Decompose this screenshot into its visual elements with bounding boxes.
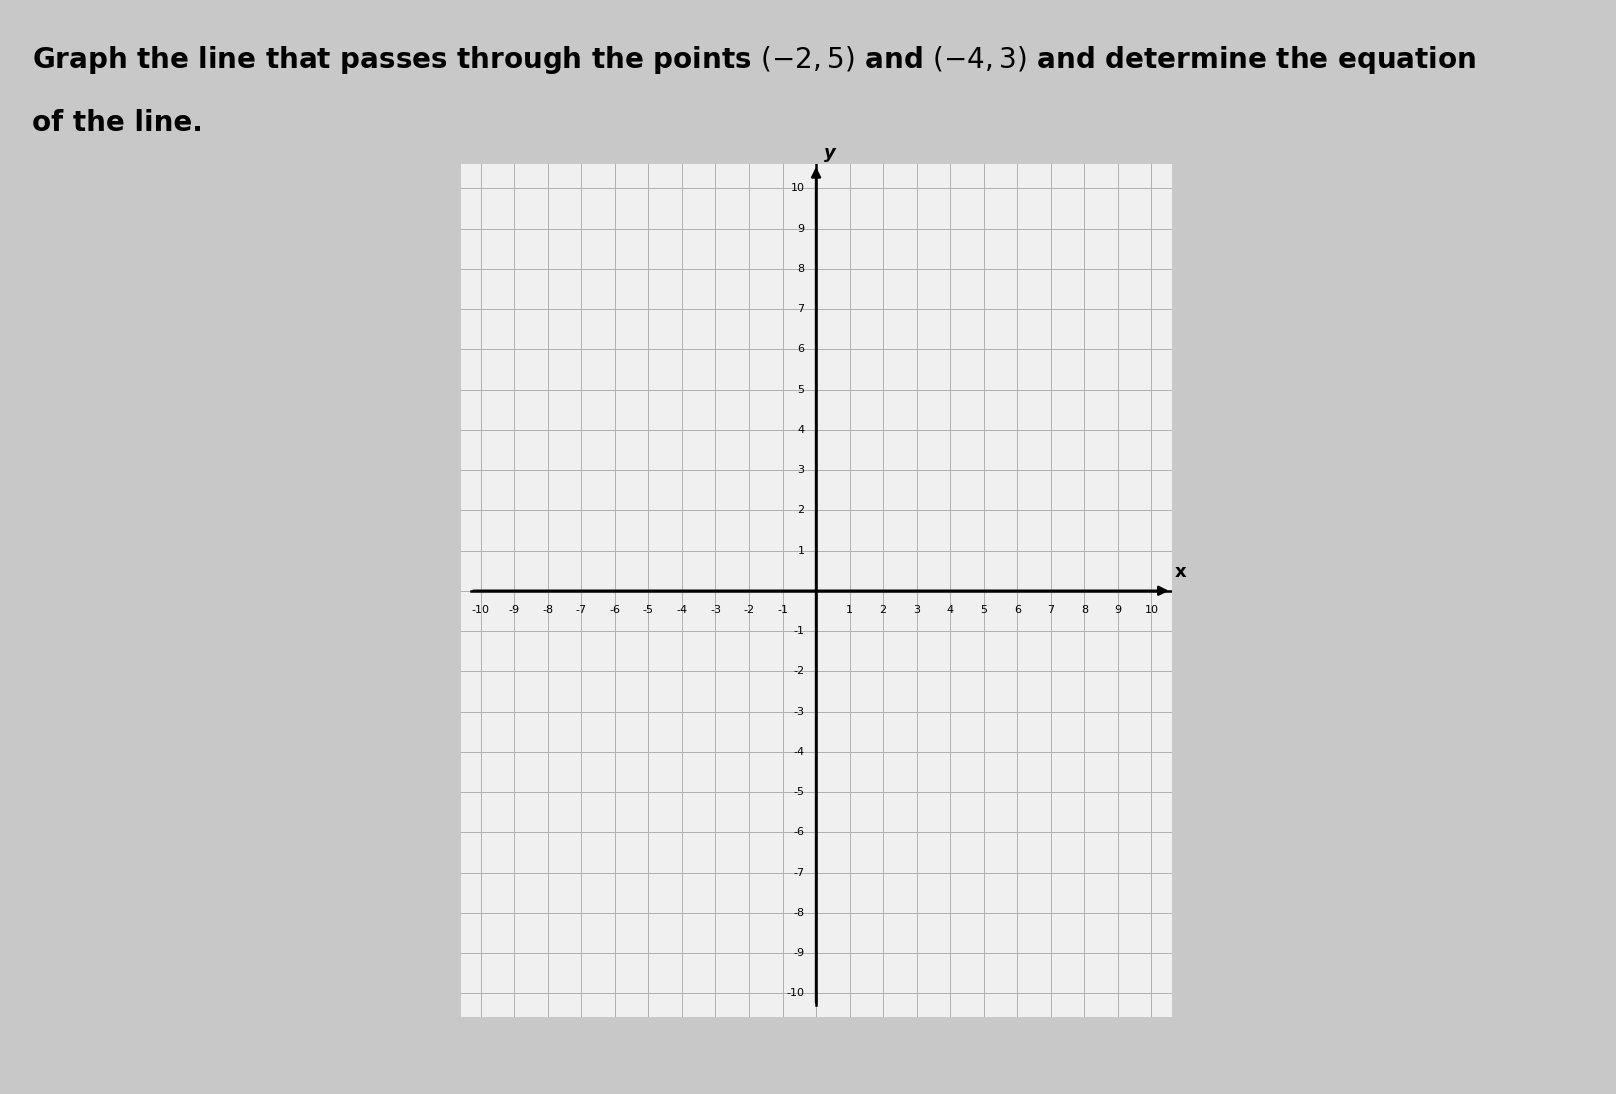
Text: 10: 10 — [790, 184, 805, 194]
Text: -4: -4 — [793, 747, 805, 757]
Text: 4: 4 — [947, 605, 953, 615]
Text: -2: -2 — [793, 666, 805, 676]
Text: 9: 9 — [797, 223, 805, 233]
Text: -3: -3 — [709, 605, 721, 615]
Text: -4: -4 — [677, 605, 687, 615]
Text: 5: 5 — [797, 384, 805, 395]
Text: 8: 8 — [797, 264, 805, 274]
Text: y: y — [824, 144, 835, 162]
Text: -10: -10 — [787, 988, 805, 998]
Text: 10: 10 — [1144, 605, 1159, 615]
Text: 6: 6 — [797, 345, 805, 354]
Text: -1: -1 — [777, 605, 789, 615]
Text: -5: -5 — [643, 605, 654, 615]
Text: -8: -8 — [543, 605, 553, 615]
Text: -9: -9 — [793, 948, 805, 958]
Text: 1: 1 — [847, 605, 853, 615]
Text: -3: -3 — [793, 707, 805, 717]
Text: 2: 2 — [879, 605, 887, 615]
Text: 7: 7 — [1047, 605, 1054, 615]
Text: of the line.: of the line. — [32, 109, 204, 138]
Text: -8: -8 — [793, 908, 805, 918]
Text: -7: -7 — [793, 868, 805, 877]
Text: 1: 1 — [797, 546, 805, 556]
Text: -9: -9 — [509, 605, 520, 615]
Text: x: x — [1175, 562, 1186, 581]
Text: -2: -2 — [743, 605, 755, 615]
Text: -5: -5 — [793, 787, 805, 798]
Text: Graph the line that passes through the points $(-2, 5)$ and $(-4, 3)$ and determ: Graph the line that passes through the p… — [32, 44, 1477, 75]
Text: 2: 2 — [797, 505, 805, 515]
Text: -1: -1 — [793, 626, 805, 636]
Text: 3: 3 — [913, 605, 920, 615]
Text: -6: -6 — [609, 605, 621, 615]
Text: 7: 7 — [797, 304, 805, 314]
Text: 6: 6 — [1013, 605, 1021, 615]
Text: 5: 5 — [981, 605, 987, 615]
Text: 4: 4 — [797, 424, 805, 434]
Text: -7: -7 — [575, 605, 587, 615]
Text: 3: 3 — [797, 465, 805, 475]
Text: 9: 9 — [1115, 605, 1122, 615]
Text: 8: 8 — [1081, 605, 1088, 615]
Text: -6: -6 — [793, 827, 805, 837]
Text: -10: -10 — [472, 605, 490, 615]
